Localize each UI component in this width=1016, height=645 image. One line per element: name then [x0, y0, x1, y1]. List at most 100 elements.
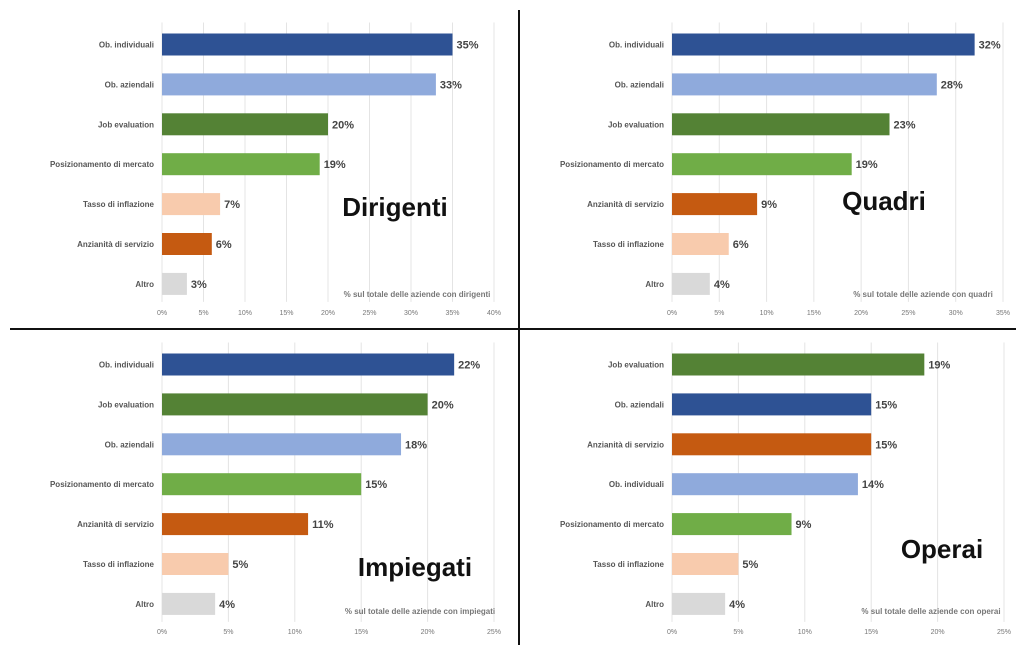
- bar-tasso-di-inflazione: [162, 553, 229, 575]
- x-tick-label: 5%: [223, 629, 233, 636]
- x-tick-label: 10%: [238, 310, 252, 317]
- category-label-tasso-di-inflazione: Tasso di inflazione: [593, 240, 665, 249]
- x-tick-label: 40%: [487, 310, 501, 317]
- bar-ob-individuali: [162, 33, 453, 56]
- value-label-ob-individuali: 22%: [458, 360, 480, 372]
- bar-anzianita-di-servizio: [162, 233, 212, 255]
- x-tick-label: 25%: [997, 629, 1011, 636]
- category-label-tasso-di-inflazione: Tasso di inflazione: [593, 560, 665, 569]
- bar-posizionamento-di-mercato: [162, 153, 320, 176]
- x-tick-label: 0%: [157, 629, 167, 636]
- x-tick-label: 15%: [279, 310, 293, 317]
- bar-tasso-di-inflazione: [162, 193, 221, 216]
- x-tick-label: 10%: [798, 629, 812, 636]
- bar-ob-aziendali: [162, 73, 436, 96]
- category-label-altro: Altro: [645, 280, 664, 289]
- category-label-job-evaluation: Job evaluation: [98, 120, 154, 129]
- bar-tasso-di-inflazione: [672, 553, 739, 575]
- value-label-posizionamento-di-mercato: 19%: [324, 159, 346, 171]
- bar-anzianita-di-servizio: [162, 513, 309, 536]
- value-label-anzianita-di-servizio: 6%: [216, 239, 232, 251]
- x-tick-label: 30%: [949, 310, 963, 317]
- x-tick-label: 0%: [667, 629, 677, 636]
- value-label-ob-individuali: 32%: [979, 40, 1001, 52]
- x-tick-label: 20%: [931, 629, 945, 636]
- category-label-job-evaluation: Job evaluation: [608, 361, 664, 370]
- value-label-posizionamento-di-mercato: 15%: [365, 479, 387, 491]
- chart-quadri: 0% 5% 10% 15% 20% 25% 30% 35% Ob. individuali 32%…: [560, 22, 1010, 317]
- value-label-tasso-di-inflazione: 5%: [232, 559, 248, 571]
- value-label-altro: 4%: [729, 599, 745, 611]
- value-label-ob-aziendali: 15%: [875, 399, 897, 411]
- value-label-tasso-di-inflazione: 6%: [733, 239, 749, 251]
- bar-ob-individuali: [672, 473, 858, 496]
- category-label-ob-aziendali: Ob. aziendali: [615, 80, 664, 89]
- category-label-posizionamento-di-mercato: Posizionamento di mercato: [560, 520, 664, 529]
- x-tick-label: 5%: [714, 310, 724, 317]
- bar-anzianita-di-servizio: [672, 193, 758, 216]
- value-label-posizionamento-di-mercato: 19%: [856, 159, 878, 171]
- category-label-ob-aziendali: Ob. aziendali: [615, 400, 664, 409]
- chart-title: Quadri: [842, 186, 926, 216]
- bar-ob-aziendali: [672, 393, 872, 416]
- x-tick-label: 15%: [354, 629, 368, 636]
- chart-impiegati: 0% 5% 10% 15% 20% 25% Ob. individuali 22% Job ev…: [50, 342, 501, 636]
- category-label-job-evaluation: Job evaluation: [608, 120, 664, 129]
- bar-tasso-di-inflazione: [672, 233, 729, 255]
- value-label-altro: 4%: [714, 279, 730, 291]
- category-label-posizionamento-di-mercato: Posizionamento di mercato: [560, 160, 664, 169]
- value-label-job-evaluation: 19%: [928, 360, 950, 372]
- x-tick-label: 5%: [733, 629, 743, 636]
- bar-posizionamento-di-mercato: [672, 513, 792, 536]
- x-tick-label: 15%: [864, 629, 878, 636]
- category-label-ob-individuali: Ob. individuali: [99, 41, 154, 50]
- value-label-ob-aziendali: 18%: [405, 439, 427, 451]
- value-label-job-evaluation: 20%: [432, 399, 454, 411]
- horizontal-divider: [10, 328, 1016, 330]
- value-label-ob-individuali: 14%: [862, 479, 884, 491]
- x-tick-label: 0%: [157, 310, 167, 317]
- chart-note: % sul totale delle aziende con quadri: [853, 290, 993, 299]
- bar-ob-individuali: [672, 33, 975, 56]
- chart-dirigenti: 0% 5% 10% 15% 20% 25% 30% 35% 40% Ob. individuali…: [50, 22, 501, 317]
- x-tick-label: 20%: [854, 310, 868, 317]
- bar-ob-aziendali: [162, 433, 402, 456]
- chart-title: Operai: [901, 534, 983, 564]
- bar-job-evaluation: [672, 353, 925, 376]
- value-label-tasso-di-inflazione: 5%: [742, 559, 758, 571]
- chart-operai: 0% 5% 10% 15% 20% 25% Job evaluation 19% Ob. azi…: [560, 342, 1011, 636]
- category-label-ob-individuali: Ob. individuali: [609, 41, 664, 50]
- x-tick-label: 25%: [362, 310, 376, 317]
- category-label-ob-aziendali: Ob. aziendali: [105, 80, 154, 89]
- category-label-altro: Altro: [135, 600, 154, 609]
- category-label-ob-individuali: Ob. individuali: [99, 361, 154, 370]
- value-label-tasso-di-inflazione: 7%: [224, 199, 240, 211]
- value-label-anzianita-di-servizio: 11%: [312, 519, 334, 531]
- value-label-posizionamento-di-mercato: 9%: [796, 519, 812, 531]
- value-label-ob-aziendali: 28%: [941, 79, 963, 91]
- category-label-tasso-di-inflazione: Tasso di inflazione: [83, 200, 155, 209]
- bar-anzianita-di-servizio: [672, 433, 872, 456]
- vertical-divider: [518, 10, 520, 645]
- chart-title: Impiegati: [358, 552, 472, 582]
- bar-altro: [672, 272, 710, 295]
- value-label-anzianita-di-servizio: 9%: [761, 199, 777, 211]
- x-tick-label: 25%: [487, 629, 501, 636]
- x-tick-label: 30%: [404, 310, 418, 317]
- bar-job-evaluation: [162, 113, 328, 136]
- category-label-anzianita-di-servizio: Anzianità di servizio: [587, 200, 664, 209]
- category-label-posizionamento-di-mercato: Posizionamento di mercato: [50, 160, 154, 169]
- value-label-ob-individuali: 35%: [457, 40, 479, 52]
- category-label-ob-individuali: Ob. individuali: [609, 480, 664, 489]
- bar-altro: [162, 272, 187, 295]
- value-label-altro: 3%: [191, 279, 207, 291]
- category-label-posizionamento-di-mercato: Posizionamento di mercato: [50, 480, 154, 489]
- category-label-anzianita-di-servizio: Anzianità di servizio: [77, 520, 154, 529]
- value-label-ob-aziendali: 33%: [440, 79, 462, 91]
- bar-posizionamento-di-mercato: [162, 473, 362, 496]
- bar-ob-individuali: [162, 353, 455, 376]
- chart-note: % sul totale delle aziende con operai: [861, 607, 1000, 616]
- value-label-job-evaluation: 20%: [332, 119, 354, 131]
- x-tick-label: 10%: [760, 310, 774, 317]
